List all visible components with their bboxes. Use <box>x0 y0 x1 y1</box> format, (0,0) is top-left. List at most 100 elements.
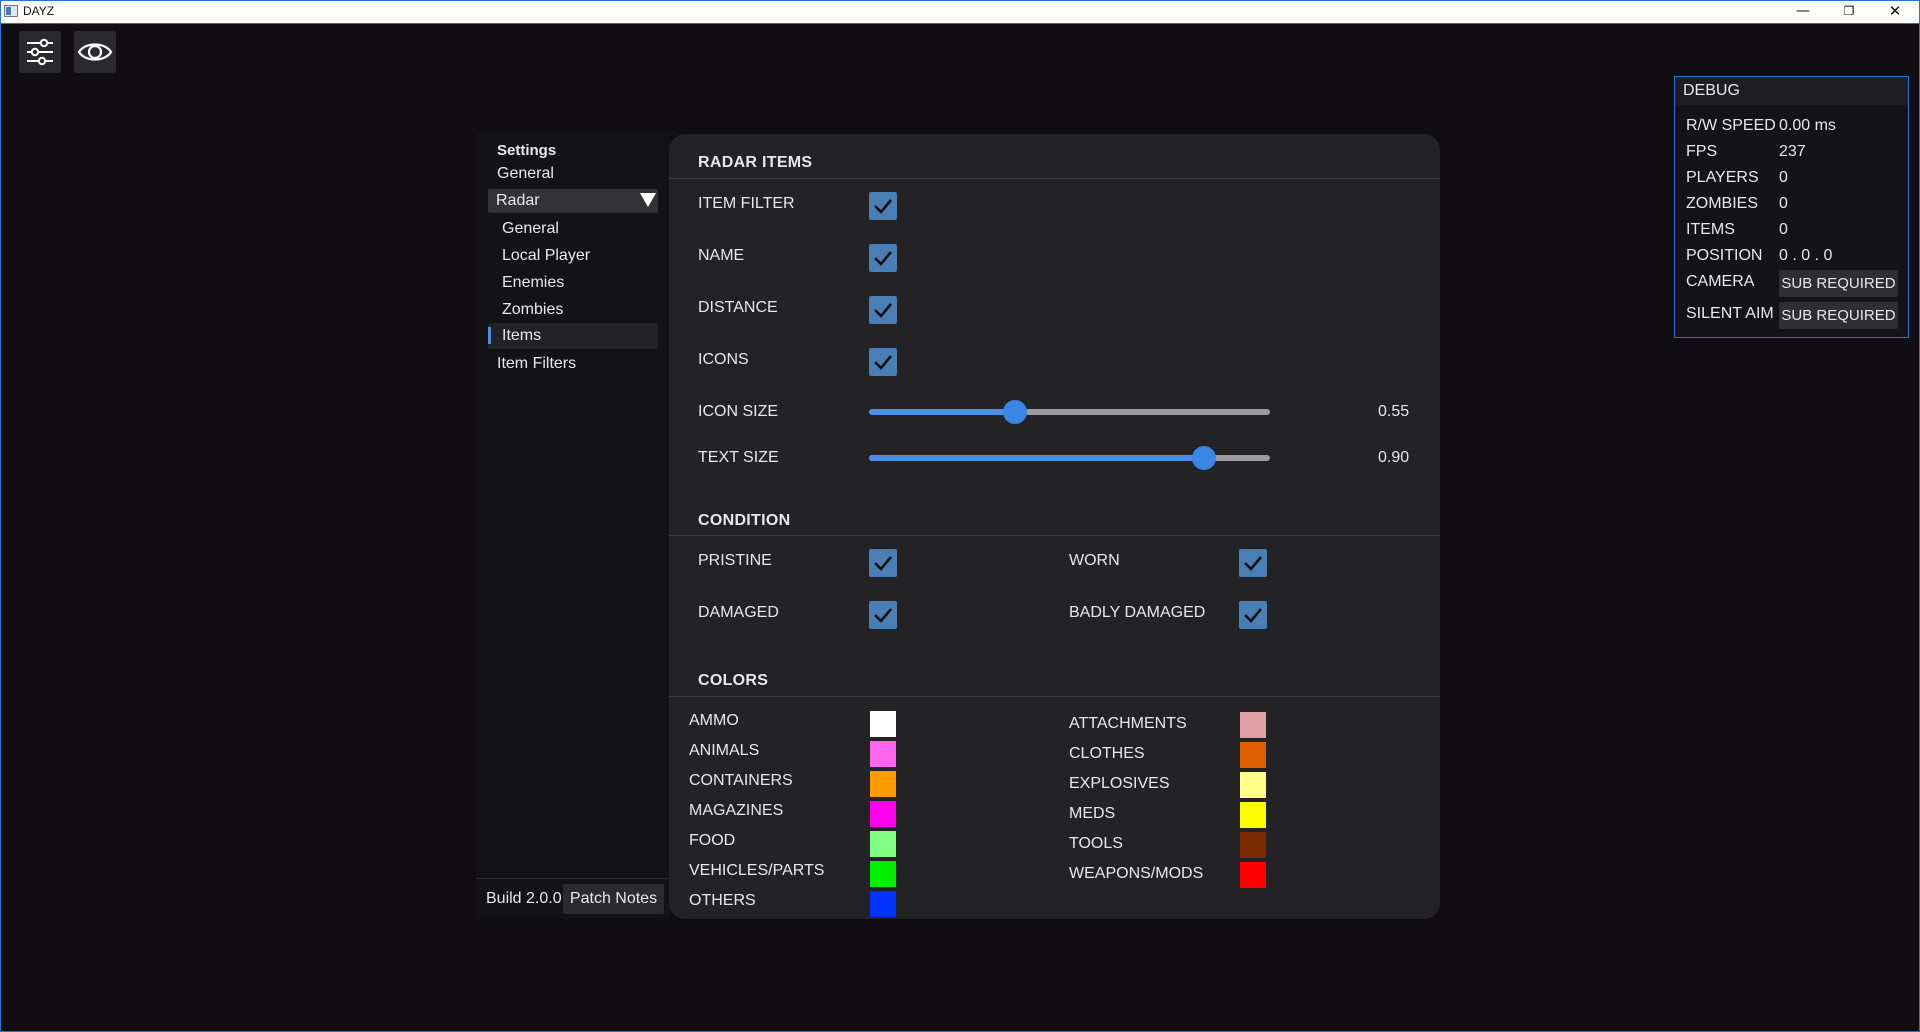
pristine-checkbox[interactable] <box>869 549 897 577</box>
badly-damaged-checkbox[interactable] <box>1239 601 1267 629</box>
damaged-label: DAMAGED <box>698 604 779 621</box>
sidebar-subitem-enemies[interactable]: Enemies <box>502 274 565 291</box>
color-label-containers: CONTAINERS <box>689 772 793 789</box>
section-title-colors: COLORS <box>698 672 769 689</box>
debug-items-value: 0 <box>1779 221 1788 238</box>
distance-checkbox[interactable] <box>869 296 897 324</box>
debug-players-label: PLAYERS <box>1686 169 1759 186</box>
debug-panel: DEBUG R/W SPEED 0.00 ms FPS 237 PLAYERS … <box>1674 76 1909 338</box>
item-filter-checkbox[interactable] <box>869 192 897 220</box>
triangle-down-icon <box>640 193 656 207</box>
debug-header: DEBUG <box>1675 77 1908 105</box>
icon-size-slider[interactable] <box>869 400 1270 424</box>
item-filter-label: ITEM FILTER <box>698 195 795 212</box>
debug-position-value: 0 . 0 . 0 <box>1779 247 1833 264</box>
text-size-slider-handle[interactable] <box>1191 446 1216 470</box>
color-swatch-others[interactable] <box>870 891 896 917</box>
sidebar-item-item-filters[interactable]: Item Filters <box>497 355 577 372</box>
eye-icon <box>77 43 113 61</box>
debug-title: DEBUG <box>1683 82 1740 99</box>
sidebar-heading: Settings <box>497 142 557 159</box>
color-swatch-weapons-mods[interactable] <box>1240 862 1266 888</box>
minimize-button[interactable]: — <box>1796 3 1810 19</box>
radar-items-panel: RADAR ITEMS ITEM FILTER NAME DISTANCE IC… <box>669 134 1440 919</box>
sidebar-subitem-zombies[interactable]: Zombies <box>502 301 564 318</box>
text-size-slider[interactable] <box>869 446 1270 470</box>
visuals-menu-button[interactable] <box>74 31 116 73</box>
color-swatch-attachments[interactable] <box>1240 712 1266 738</box>
sidebar-item-general[interactable]: General <box>497 165 554 182</box>
section-divider <box>669 696 1440 697</box>
sidebar-subitem-local-player[interactable]: Local Player <box>502 247 591 264</box>
color-swatch-vehicles-parts[interactable] <box>870 861 896 887</box>
color-swatch-meds[interactable] <box>1240 802 1266 828</box>
text-size-value: 0.90 <box>1378 449 1410 466</box>
app-window-icon <box>4 5 18 17</box>
build-version: Build 2.0.0 <box>486 890 562 907</box>
debug-rw-speed-label: R/W SPEED <box>1686 117 1776 134</box>
window-title-bar: DAYZ — ❐ ✕ <box>0 0 1920 24</box>
checkmark-icon <box>874 199 892 214</box>
color-label-vehicles-parts: VEHICLES/PARTS <box>689 862 825 879</box>
checkmark-icon <box>874 608 892 623</box>
name-checkbox[interactable] <box>869 244 897 272</box>
color-label-others: OTHERS <box>689 892 756 909</box>
damaged-checkbox[interactable] <box>869 601 897 629</box>
debug-items-label: ITEMS <box>1686 221 1735 238</box>
color-swatch-animals[interactable] <box>870 741 896 767</box>
color-label-tools: TOOLS <box>1069 835 1123 852</box>
section-title-radar-items: RADAR ITEMS <box>698 154 813 171</box>
distance-label: DISTANCE <box>698 299 778 316</box>
active-indicator <box>488 327 491 344</box>
text-size-label: TEXT SIZE <box>698 449 779 466</box>
color-swatch-ammo[interactable] <box>870 711 896 737</box>
color-swatch-clothes[interactable] <box>1240 742 1266 768</box>
section-title-condition: CONDITION <box>698 512 791 529</box>
close-button[interactable]: ✕ <box>1888 2 1902 20</box>
color-swatch-explosives[interactable] <box>1240 772 1266 798</box>
icon-size-slider-handle[interactable] <box>1003 400 1028 424</box>
settings-sidebar: Settings General Radar General Local Pla… <box>476 133 670 918</box>
checkmark-icon <box>874 251 892 266</box>
debug-position-label: POSITION <box>1686 247 1763 264</box>
settings-menu-button[interactable] <box>19 31 61 73</box>
sidebar-item-radar[interactable]: Radar <box>488 189 658 213</box>
sidebar-subitem-items[interactable]: Items <box>488 323 658 349</box>
icons-label: ICONS <box>698 351 749 368</box>
checkmark-icon <box>1244 556 1262 571</box>
text-size-slider-fill <box>869 455 1204 461</box>
checkmark-icon <box>874 303 892 318</box>
debug-zombies-label: ZOMBIES <box>1686 195 1759 212</box>
icon-size-slider-fill <box>869 409 1016 415</box>
color-label-clothes: CLOTHES <box>1069 745 1145 762</box>
color-swatch-food[interactable] <box>870 831 896 857</box>
sidebar-subitem-general[interactable]: General <box>502 220 559 237</box>
worn-checkbox[interactable] <box>1239 549 1267 577</box>
sidebar-footer: Build 2.0.0 Patch Notes <box>476 878 670 918</box>
color-label-attachments: ATTACHMENTS <box>1069 715 1187 732</box>
icon-size-value: 0.55 <box>1378 403 1410 420</box>
maximize-button[interactable]: ❐ <box>1843 4 1855 18</box>
debug-rw-speed-value: 0.00 ms <box>1779 117 1836 134</box>
color-swatch-magazines[interactable] <box>870 801 896 827</box>
silent-aim-sub-required-button[interactable]: SUB REQUIRED <box>1779 302 1898 329</box>
color-swatch-containers[interactable] <box>870 771 896 797</box>
section-divider <box>669 178 1440 179</box>
color-label-ammo: AMMO <box>689 712 739 729</box>
color-label-meds: MEDS <box>1069 805 1116 822</box>
debug-silent-aim-label: SILENT AIM <box>1686 305 1774 322</box>
color-swatch-tools[interactable] <box>1240 832 1266 858</box>
camera-sub-required-button[interactable]: SUB REQUIRED <box>1779 270 1898 297</box>
patch-notes-button[interactable]: Patch Notes <box>563 884 664 914</box>
checkmark-icon <box>874 556 892 571</box>
icons-checkbox[interactable] <box>869 348 897 376</box>
color-label-explosives: EXPLOSIVES <box>1069 775 1170 792</box>
color-label-magazines: MAGAZINES <box>689 802 784 819</box>
sidebar-subitem-items-label: Items <box>502 327 542 344</box>
debug-camera-label: CAMERA <box>1686 273 1755 290</box>
debug-fps-label: FPS <box>1686 143 1718 160</box>
color-label-food: FOOD <box>689 832 736 849</box>
checkmark-icon <box>874 355 892 370</box>
checkmark-icon <box>1244 608 1262 623</box>
sidebar-item-radar-label: Radar <box>496 192 540 209</box>
